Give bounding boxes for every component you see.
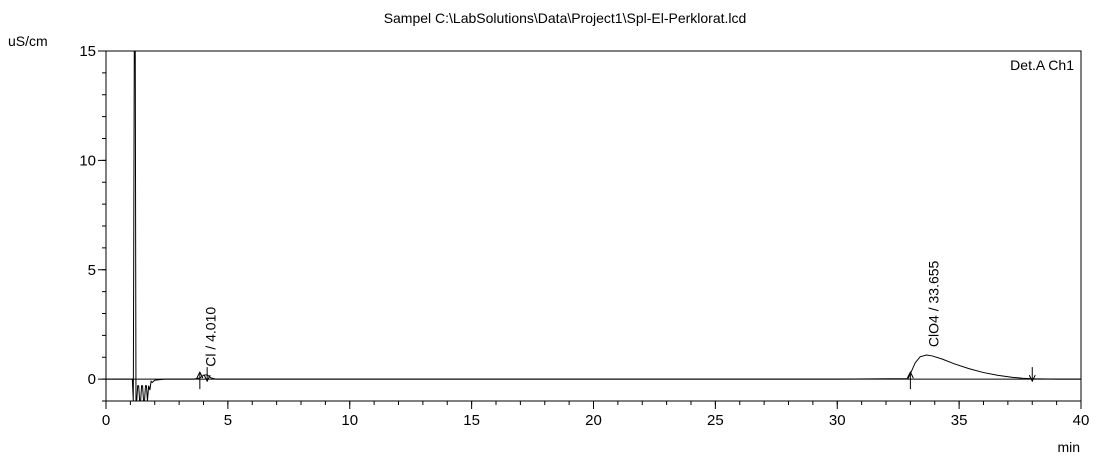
x-tick-label: 15 (463, 412, 480, 429)
x-tick-label: 5 (224, 412, 232, 429)
peak-label: Cl / 4.010 (203, 307, 219, 367)
y-tick-label: 5 (88, 262, 96, 279)
chromatogram-trace (106, 50, 1081, 402)
y-tick-label: 10 (79, 152, 96, 169)
x-tick-label: 30 (829, 412, 846, 429)
plot-frame (105, 50, 1082, 402)
peak-label: ClO4 / 33.655 (925, 260, 941, 347)
x-axis-label: min (1057, 439, 1080, 455)
y-axis: 0 5 10 15 (79, 43, 106, 402)
x-tick-label: 35 (951, 412, 968, 429)
y-tick-label: 0 (88, 371, 96, 388)
chart-title: Sampel C:\LabSolutions\Data\Project1\Spl… (384, 10, 747, 26)
integration-arrow-down (1028, 367, 1036, 383)
integration-marks (196, 367, 1036, 390)
integration-arrow-down (203, 367, 211, 383)
x-tick-label: 10 (341, 412, 358, 429)
x-tick-label: 0 (102, 412, 110, 429)
y-axis-label: uS/cm (8, 33, 48, 49)
x-tick-label: 20 (585, 412, 602, 429)
x-tick-label: 25 (707, 412, 724, 429)
integration-arrow-up (196, 371, 204, 390)
x-tick-label: 40 (1073, 412, 1090, 429)
x-axis: 0 5 10 15 20 25 30 35 40 (102, 401, 1090, 429)
peak-labels: Cl / 4.010 ClO4 / 33.655 (203, 260, 942, 366)
y-tick-label: 15 (79, 43, 96, 60)
detector-legend: Det.A Ch1 (1010, 57, 1074, 73)
integration-arrow-up (906, 371, 914, 390)
